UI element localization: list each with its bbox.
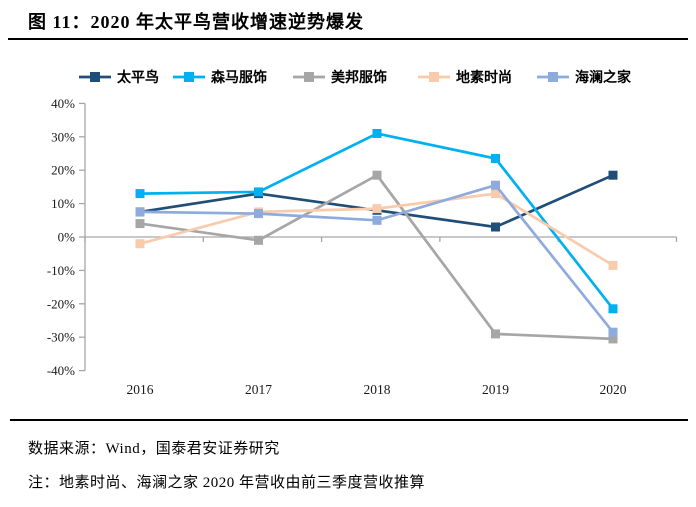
series-marker-3	[608, 260, 618, 270]
y-axis-label: 20%	[51, 163, 75, 178]
legend-label: 森马服饰	[211, 69, 267, 86]
y-axis-label: 30%	[51, 129, 75, 144]
legend-item-2: 美邦服饰	[293, 69, 387, 86]
y-axis-label: 10%	[51, 196, 75, 211]
series-marker-3	[135, 239, 145, 249]
y-axis-label: -20%	[47, 296, 75, 311]
legend-item-4: 海澜之家	[537, 69, 632, 86]
y-axis-label: -30%	[47, 330, 75, 345]
series-marker-4	[491, 180, 500, 190]
series-marker-4	[135, 207, 145, 217]
series-marker-2	[135, 219, 145, 229]
legend-marker	[90, 72, 100, 82]
legend-item-1: 森马服饰	[173, 69, 267, 86]
x-axis-label: 2018	[364, 382, 391, 397]
y-axis-label: -40%	[47, 363, 75, 378]
x-axis-label: 2020	[600, 382, 627, 397]
data-source-text: 数据来源：Wind，国泰君安证券研究	[28, 441, 280, 457]
series-marker-2	[491, 329, 500, 339]
x-axis-label: 2016	[127, 382, 154, 397]
series-marker-1	[254, 187, 263, 197]
series-marker-1	[135, 189, 145, 199]
legend-label: 太平鸟	[117, 69, 159, 86]
series-marker-1	[372, 129, 382, 138]
legend-marker	[429, 72, 439, 82]
series-marker-3	[491, 189, 500, 199]
series-marker-0	[491, 222, 500, 232]
legend-label: 地素时尚	[456, 69, 512, 86]
x-axis-label: 2019	[482, 382, 509, 397]
series-marker-4	[372, 215, 382, 225]
bottom-divider	[10, 419, 688, 421]
legend-label: 美邦服饰	[331, 69, 387, 86]
legend-marker	[184, 72, 194, 82]
series-marker-3	[372, 204, 382, 214]
chart-canvas: 40% 30% 20% 10% 0% -10% -20% -30% -40% 2016 2017 20…	[47, 69, 678, 397]
title-divider	[8, 38, 688, 40]
series-marker-1	[491, 154, 500, 163]
series-marker-4	[608, 327, 618, 337]
y-axis-label: -10%	[47, 263, 75, 278]
revenue-growth-line-chart: 40% 30% 20% 10% 0% -10% -20% -30% -40% 2016 2017 20…	[0, 55, 696, 405]
series-marker-2	[372, 170, 382, 180]
series-marker-4	[254, 209, 263, 219]
y-axis-label: 0%	[58, 230, 76, 245]
legend-item-0: 太平鸟	[79, 69, 159, 86]
legend-label: 海澜之家	[575, 69, 632, 86]
series-marker-0	[608, 170, 618, 180]
figure-title: 图 11：2020 年太平鸟营收增速逆势爆发	[28, 12, 365, 32]
series-marker-2	[608, 334, 618, 344]
legend-marker	[304, 72, 314, 82]
series-marker-1	[608, 304, 618, 314]
x-axis-label: 2017	[245, 382, 272, 397]
legend-item-3: 地素时尚	[418, 69, 512, 86]
figure-note-text: 注：地素时尚、海澜之家 2020 年营收由前三季度营收推算	[28, 475, 426, 491]
y-axis-label: 40%	[51, 96, 75, 111]
series-marker-2	[254, 235, 263, 245]
legend-marker	[548, 72, 558, 82]
